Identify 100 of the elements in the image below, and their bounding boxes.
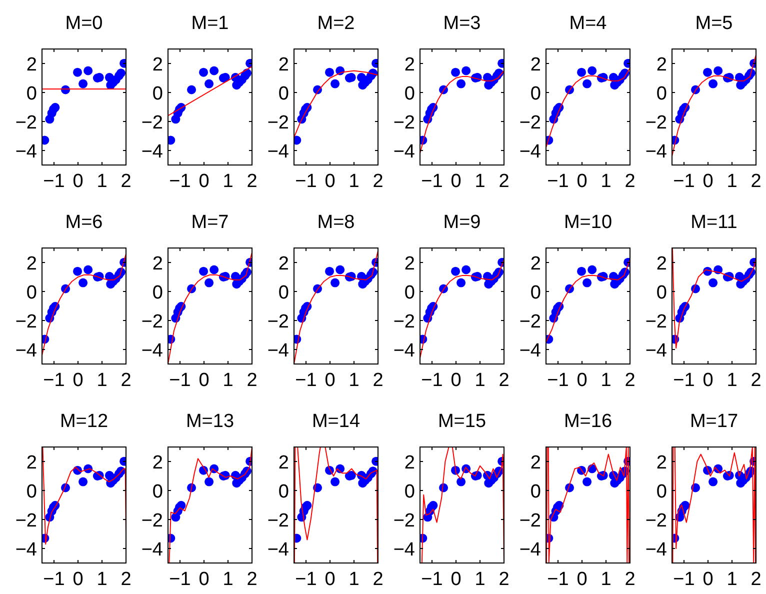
y-tick-label: 0 [26, 84, 37, 104]
x-tick-label: 2 [498, 171, 510, 192]
x-tick-label: 1 [600, 569, 612, 590]
x-tick-label: 0 [576, 171, 588, 192]
y-tick-label: 2 [26, 254, 37, 274]
x-tick-label: 0 [576, 370, 588, 391]
y-tick-label: −4 [141, 540, 164, 560]
x-tick-label: −1 [43, 171, 65, 192]
y-tick-label: −2 [15, 510, 37, 532]
x-tick-label: −1 [295, 171, 317, 192]
chart-title: M=10 [564, 212, 612, 233]
x-tick-label: 1 [348, 569, 360, 590]
y-tick-label: −4 [267, 540, 290, 560]
y-tick-label: 0 [656, 482, 667, 502]
x-tick-label: 2 [246, 569, 258, 590]
y-tick-label: 2 [278, 54, 289, 76]
y-tick-label: 2 [278, 452, 289, 474]
y-tick-label: −4 [519, 340, 542, 362]
y-tick-label: 2 [26, 54, 37, 76]
y-tick-label: −2 [519, 510, 541, 532]
y-tick-label: 0 [26, 282, 37, 304]
y-tick-label: −2 [141, 312, 163, 332]
x-tick-label: −1 [295, 569, 317, 590]
y-tick-label: −4 [141, 142, 164, 162]
x-tick-label: 2 [120, 569, 132, 590]
x-tick-label: −1 [169, 569, 191, 590]
x-tick-label: 0 [72, 171, 84, 192]
y-tick-label: −4 [141, 340, 164, 362]
chart-title: M=5 [695, 13, 733, 34]
y-tick-label: 2 [656, 54, 667, 76]
x-tick-label: 1 [96, 171, 108, 192]
x-tick-label: 1 [222, 569, 234, 590]
x-tick-label: −1 [547, 171, 569, 192]
y-tick-label: −2 [267, 510, 289, 532]
y-tick-label: 2 [404, 254, 415, 274]
x-tick-label: 1 [474, 171, 486, 192]
x-tick-label: 1 [96, 569, 108, 590]
x-tick-label: 0 [450, 370, 462, 391]
x-tick-label: 0 [450, 171, 462, 192]
x-tick-label: 0 [324, 171, 336, 192]
x-tick-label: 0 [198, 370, 210, 391]
y-tick-label: −2 [393, 510, 415, 532]
y-tick-label: 2 [530, 254, 541, 274]
x-tick-label: 2 [498, 370, 510, 391]
y-tick-label: −2 [519, 312, 541, 332]
y-tick-label: 2 [278, 254, 289, 274]
x-tick-label: −1 [421, 569, 443, 590]
y-tick-label: 0 [278, 282, 289, 304]
x-tick-label: 2 [246, 171, 258, 192]
y-tick-label: −2 [519, 112, 541, 134]
y-tick-label: −4 [519, 540, 542, 560]
chart-title: M=6 [65, 212, 103, 233]
y-tick-label: 0 [152, 482, 163, 502]
y-tick-label: 2 [152, 452, 163, 474]
y-tick-label: −2 [15, 312, 37, 332]
x-tick-label: −1 [673, 569, 695, 590]
chart-title: M=12 [60, 411, 108, 432]
chart-title: M=0 [65, 13, 103, 34]
x-tick-label: −1 [673, 370, 695, 391]
chart-title: M=3 [443, 13, 481, 34]
chart-title: M=17 [690, 411, 738, 432]
y-tick-label: 0 [278, 84, 289, 104]
x-tick-label: 0 [198, 171, 210, 192]
chart-title: M=8 [317, 212, 355, 233]
x-tick-label: −1 [421, 171, 443, 192]
x-tick-label: 1 [726, 370, 738, 391]
y-tick-label: −2 [393, 112, 415, 134]
x-tick-label: 2 [372, 171, 384, 192]
x-tick-label: 1 [222, 171, 234, 192]
y-tick-label: 0 [278, 482, 289, 502]
y-tick-label: 2 [656, 452, 667, 474]
x-tick-label: 0 [72, 569, 84, 590]
x-tick-label: 2 [750, 569, 762, 590]
y-tick-label: −2 [267, 312, 289, 332]
y-tick-label: −4 [645, 340, 668, 362]
y-tick-label: 2 [530, 54, 541, 76]
x-tick-label: 2 [750, 370, 762, 391]
x-tick-label: 2 [372, 569, 384, 590]
y-tick-label: −4 [15, 540, 38, 560]
x-tick-label: 2 [624, 370, 636, 391]
x-tick-label: 0 [702, 370, 714, 391]
y-tick-label: 0 [530, 84, 541, 104]
chart-title: M=9 [443, 212, 481, 233]
x-tick-label: 0 [198, 569, 210, 590]
chart-title: M=14 [312, 411, 360, 432]
y-tick-label: −4 [267, 340, 290, 362]
y-tick-label: 0 [530, 282, 541, 304]
y-tick-label: 0 [152, 282, 163, 304]
y-tick-label: −4 [645, 540, 668, 560]
y-tick-label: 2 [656, 254, 667, 274]
y-tick-label: 2 [404, 54, 415, 76]
x-tick-label: −1 [673, 171, 695, 192]
x-tick-label: 1 [474, 370, 486, 391]
x-tick-label: 0 [72, 370, 84, 391]
y-tick-label: −4 [15, 142, 38, 162]
y-tick-label: −2 [645, 112, 667, 134]
y-tick-label: −2 [141, 112, 163, 134]
y-tick-label: 0 [530, 482, 541, 502]
x-tick-label: 1 [600, 171, 612, 192]
y-tick-label: −4 [393, 142, 416, 162]
